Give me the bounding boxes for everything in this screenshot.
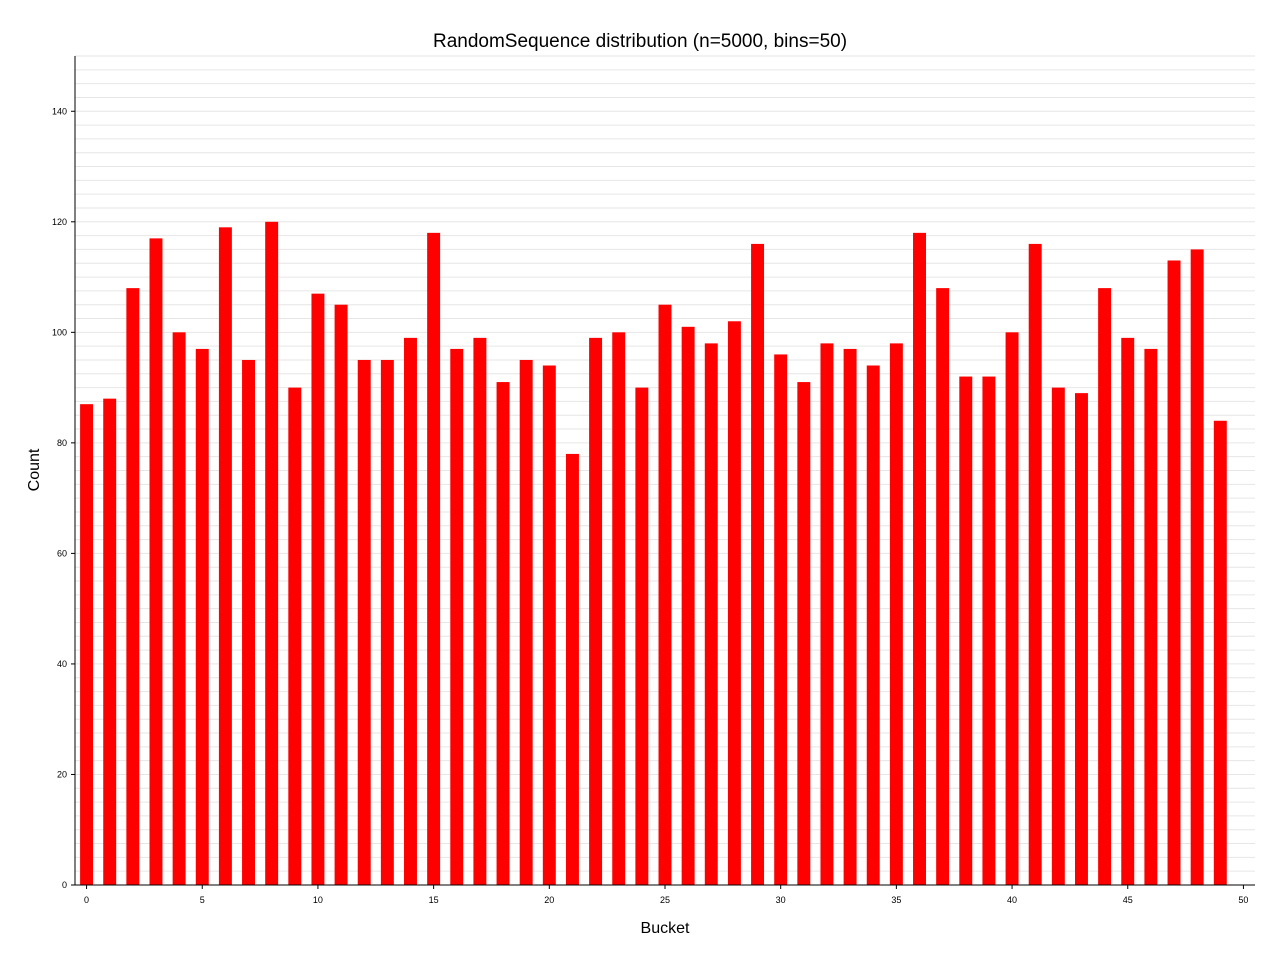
bar-45 bbox=[1121, 337, 1135, 885]
bar-0 bbox=[80, 404, 94, 885]
bar-44 bbox=[1098, 288, 1112, 885]
x-tick-label: 0 bbox=[84, 895, 89, 905]
bar-30 bbox=[774, 354, 788, 885]
bar-36 bbox=[913, 232, 926, 885]
bar-31 bbox=[797, 382, 811, 885]
bar-35 bbox=[889, 343, 903, 885]
bar-21 bbox=[565, 453, 579, 885]
bar-38 bbox=[959, 376, 973, 885]
bar-17 bbox=[473, 337, 487, 885]
bar-37 bbox=[936, 288, 950, 885]
y-tick-label: 60 bbox=[57, 548, 67, 558]
x-axis-label: Bucket bbox=[641, 920, 690, 937]
y-tick-label: 120 bbox=[52, 217, 67, 227]
bar-6 bbox=[218, 227, 232, 885]
bar-28 bbox=[727, 321, 741, 885]
bar-41 bbox=[1028, 243, 1042, 885]
bar-43 bbox=[1074, 393, 1088, 885]
bar-22 bbox=[589, 337, 603, 885]
bar-39 bbox=[982, 376, 996, 885]
bar-24 bbox=[635, 387, 649, 885]
bar-23 bbox=[612, 332, 626, 885]
bar-47 bbox=[1167, 260, 1181, 885]
bar-5 bbox=[195, 348, 209, 885]
y-tick-label: 140 bbox=[52, 106, 67, 116]
x-tick-label: 20 bbox=[544, 895, 554, 905]
bar-25 bbox=[658, 304, 672, 885]
y-ticks: 0 20 40 60 80 100 120 140 bbox=[52, 106, 75, 890]
y-axis-label: Count bbox=[26, 448, 43, 491]
bar-16 bbox=[450, 348, 464, 885]
bar-13 bbox=[380, 359, 394, 885]
bar-19 bbox=[519, 359, 533, 885]
x-tick-label: 5 bbox=[200, 895, 205, 905]
bars bbox=[80, 221, 1227, 886]
bar-1 bbox=[103, 398, 117, 885]
bar-4 bbox=[172, 332, 186, 885]
bar-7 bbox=[242, 359, 256, 885]
bar-9 bbox=[288, 387, 302, 885]
y-tick-label: 80 bbox=[57, 438, 67, 448]
bar-34 bbox=[866, 365, 880, 885]
bar-15 bbox=[427, 232, 441, 885]
bar-11 bbox=[334, 304, 348, 885]
bar-27 bbox=[704, 343, 718, 885]
bar-48 bbox=[1190, 249, 1204, 885]
y-tick-label: 100 bbox=[52, 327, 67, 337]
bar-18 bbox=[496, 382, 510, 885]
bar-8 bbox=[265, 221, 279, 886]
bar-3 bbox=[149, 238, 163, 885]
x-tick-label: 15 bbox=[429, 895, 439, 905]
x-tick-label: 40 bbox=[1007, 895, 1017, 905]
x-tick-label: 10 bbox=[313, 895, 323, 905]
bar-49 bbox=[1213, 420, 1227, 885]
bar-20 bbox=[542, 365, 556, 885]
y-tick-label: 40 bbox=[57, 659, 67, 669]
y-tick-label: 20 bbox=[57, 769, 67, 779]
bar-32 bbox=[820, 343, 834, 885]
bar-29 bbox=[751, 243, 765, 885]
chart-title: RandomSequence distribution (n=5000, bin… bbox=[433, 31, 847, 52]
bar-10 bbox=[311, 293, 325, 885]
bar-46 bbox=[1144, 348, 1158, 885]
bar-14 bbox=[404, 337, 417, 885]
x-tick-label: 45 bbox=[1123, 895, 1133, 905]
x-tick-label: 25 bbox=[660, 895, 670, 905]
bar-33 bbox=[843, 348, 857, 885]
bar-40 bbox=[1005, 332, 1019, 885]
bar-2 bbox=[126, 288, 140, 885]
y-tick-label: 0 bbox=[62, 880, 67, 890]
x-tick-label: 35 bbox=[891, 895, 901, 905]
x-tick-label: 50 bbox=[1238, 895, 1248, 905]
bar-12 bbox=[357, 359, 371, 885]
x-ticks: 0 5 10 15 20 25 30 35 40 45 50 bbox=[84, 885, 1248, 905]
bar-26 bbox=[681, 326, 695, 886]
bar-42 bbox=[1051, 387, 1065, 885]
x-tick-label: 30 bbox=[776, 895, 786, 905]
